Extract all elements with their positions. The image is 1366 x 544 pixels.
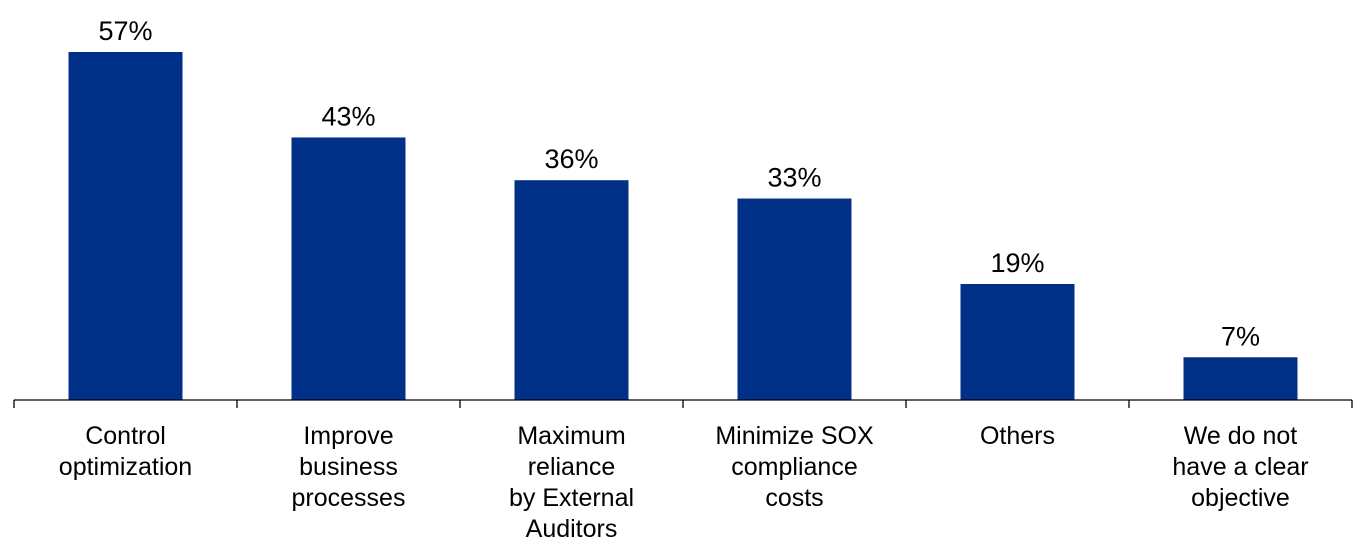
data-label: 33%	[767, 163, 821, 193]
bars-group	[68, 52, 1298, 400]
category-label-line: have a clear	[1172, 453, 1308, 481]
category-label-line: by External	[509, 484, 634, 512]
category-label: Maximum reliance by External Auditors	[509, 422, 634, 543]
category-label-line: Others	[980, 422, 1055, 450]
x-axis-ticks	[13, 400, 1353, 408]
category-label: Control optimization	[59, 422, 192, 481]
bar	[291, 137, 406, 400]
bar	[960, 284, 1075, 400]
category-label: Minimize SOX compliance costs	[715, 422, 874, 512]
bar	[514, 180, 629, 400]
category-label: We do not have a clear objective	[1172, 422, 1308, 512]
category-label-line: business	[299, 453, 398, 481]
category-label-line: Improve	[303, 422, 393, 450]
category-label-line: optimization	[59, 453, 192, 481]
category-label: Improve business processes	[292, 422, 406, 512]
category-label-line: We do not	[1184, 422, 1298, 450]
bar	[1183, 357, 1298, 400]
data-label: 19%	[990, 248, 1044, 278]
data-label: 36%	[544, 144, 598, 174]
category-label: Others	[980, 422, 1055, 450]
bar	[68, 52, 183, 400]
category-label-line: Minimize SOX	[715, 422, 874, 450]
category-label-line: Control	[85, 422, 166, 450]
category-label-line: Auditors	[526, 515, 618, 543]
category-label-line: reliance	[528, 453, 616, 481]
bar	[737, 198, 852, 400]
data-label: 57%	[98, 16, 152, 46]
category-labels-group: Control optimization Improve business proces…	[59, 422, 1309, 543]
value-labels-group: 57% 43% 36% 33% 19% 7%	[98, 16, 1260, 351]
data-label: 43%	[321, 101, 375, 131]
category-label-line: compliance	[731, 453, 857, 481]
category-label-line: costs	[765, 484, 823, 512]
category-label-line: Maximum	[517, 422, 625, 450]
category-label-line: objective	[1191, 484, 1290, 512]
category-label-line: processes	[292, 484, 406, 512]
data-label: 7%	[1221, 321, 1260, 351]
